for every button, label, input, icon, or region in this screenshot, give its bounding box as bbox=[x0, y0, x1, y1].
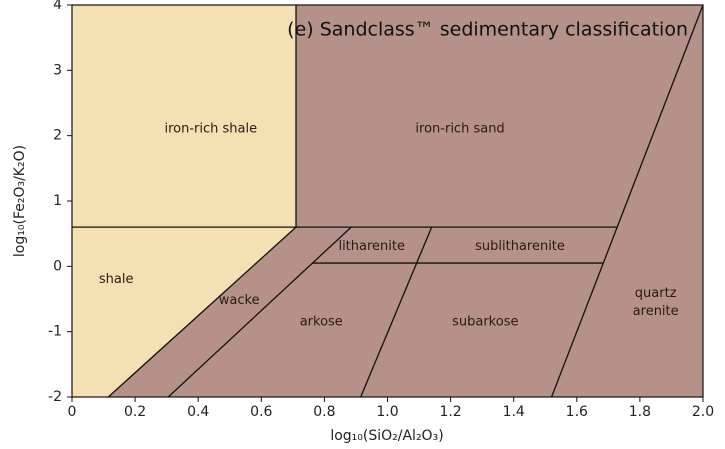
shale-field bbox=[72, 227, 297, 397]
plot-area bbox=[72, 5, 703, 397]
y-axis-label: log₁₀(Fe₂O₃/K₂O) bbox=[12, 145, 28, 257]
y-tick-label: 3 bbox=[53, 62, 62, 78]
boundary-line bbox=[167, 226, 352, 398]
x-tick-label: 0.2 bbox=[124, 404, 146, 420]
region-label: shale bbox=[99, 272, 134, 287]
x-tick-label: 1.2 bbox=[439, 404, 461, 420]
region-label: litharenite bbox=[338, 239, 405, 254]
x-tick-label: 1.0 bbox=[376, 404, 398, 420]
boundary-line bbox=[550, 4, 704, 398]
region-label: arkose bbox=[300, 314, 343, 329]
x-axis-label: log₁₀(SiO₂/Al₂O₃) bbox=[330, 428, 443, 444]
x-tick-label: 1.6 bbox=[566, 404, 588, 420]
x-tick-label: 1.8 bbox=[629, 404, 651, 420]
x-tick-label: 0.4 bbox=[187, 404, 209, 420]
x-tick-label: 0.8 bbox=[313, 404, 335, 420]
y-tick-label: -1 bbox=[48, 324, 62, 340]
region-label: subarkose bbox=[452, 314, 518, 329]
region-label: wacke bbox=[219, 293, 260, 308]
boundary-line bbox=[107, 226, 297, 398]
region-label: iron-rich sand bbox=[415, 122, 504, 137]
shale-field bbox=[72, 5, 297, 228]
x-tick-label: 0.6 bbox=[250, 404, 272, 420]
x-tick-label: 0 bbox=[68, 404, 77, 420]
y-tick-label: 4 bbox=[53, 0, 62, 13]
y-tick-label: 0 bbox=[53, 258, 62, 274]
region-label: iron-rich shale bbox=[165, 122, 258, 137]
y-tick-label: 1 bbox=[53, 193, 62, 209]
region-label: arenite bbox=[633, 304, 679, 319]
x-tick-label: 2.0 bbox=[692, 404, 714, 420]
region-label: quartz bbox=[635, 286, 677, 301]
x-tick-label: 1.4 bbox=[503, 404, 525, 420]
chart-title: (e) Sandclass™ sedimentary classificatio… bbox=[287, 19, 688, 41]
y-tick-label: -2 bbox=[48, 389, 62, 405]
region-label: sublitharenite bbox=[475, 239, 565, 254]
y-tick-label: 2 bbox=[53, 128, 62, 144]
boundary-line bbox=[360, 226, 433, 398]
